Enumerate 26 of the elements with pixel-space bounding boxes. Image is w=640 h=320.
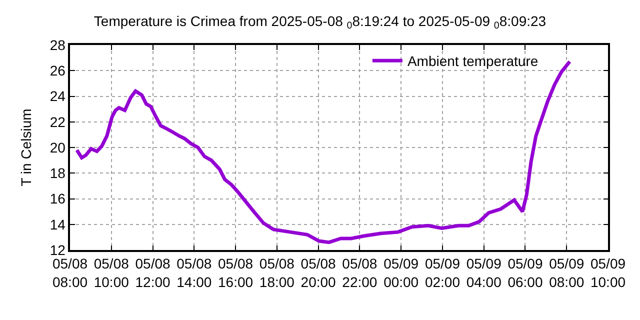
chart-title: Temperature is Crimea from 2025-05-08 $_{0}$8:19:24 to 2025-05-09 $_{0}$8:09:23 <box>94 12 546 32</box>
x-tick-label: 05/08 14:00 <box>176 256 212 290</box>
y-axis-title: T in Celsium <box>18 108 34 186</box>
y-tick-label: 24 <box>50 88 66 104</box>
x-tick-label: 05/09 08:00 <box>549 256 584 290</box>
x-tick-label: 05/08 08:00 <box>52 256 88 290</box>
y-tick-label: 26 <box>50 62 66 79</box>
x-tick-label: 05/09 00:00 <box>384 256 419 290</box>
y-tick-label: 28 <box>50 36 66 53</box>
x-tick-label: 05/08 12:00 <box>135 256 170 290</box>
x-tick-label: 05/09 02:00 <box>424 256 460 290</box>
x-tick-label: 05/08 22:00 <box>342 256 378 290</box>
y-tick-label: 20 <box>50 139 66 156</box>
x-tick-label: 05/09 04:00 <box>466 256 502 290</box>
y-tick-label: 14 <box>50 216 66 232</box>
y-tick-label: 16 <box>50 190 66 207</box>
x-tick-label: 05/08 20:00 <box>300 256 336 290</box>
x-tick-label: 05/08 10:00 <box>94 256 130 290</box>
legend-label: Ambient temperature <box>407 53 538 70</box>
y-tick-label: 22 <box>50 114 66 130</box>
x-tick-label: 05/09 10:00 <box>590 256 626 290</box>
y-tick-label: 12 <box>50 242 66 258</box>
x-tick-label: 05/09 06:00 <box>508 256 543 290</box>
x-tick-label: 05/08 18:00 <box>259 256 295 290</box>
x-tick-label: 05/08 16:00 <box>218 256 254 290</box>
y-tick-label: 18 <box>50 165 66 182</box>
